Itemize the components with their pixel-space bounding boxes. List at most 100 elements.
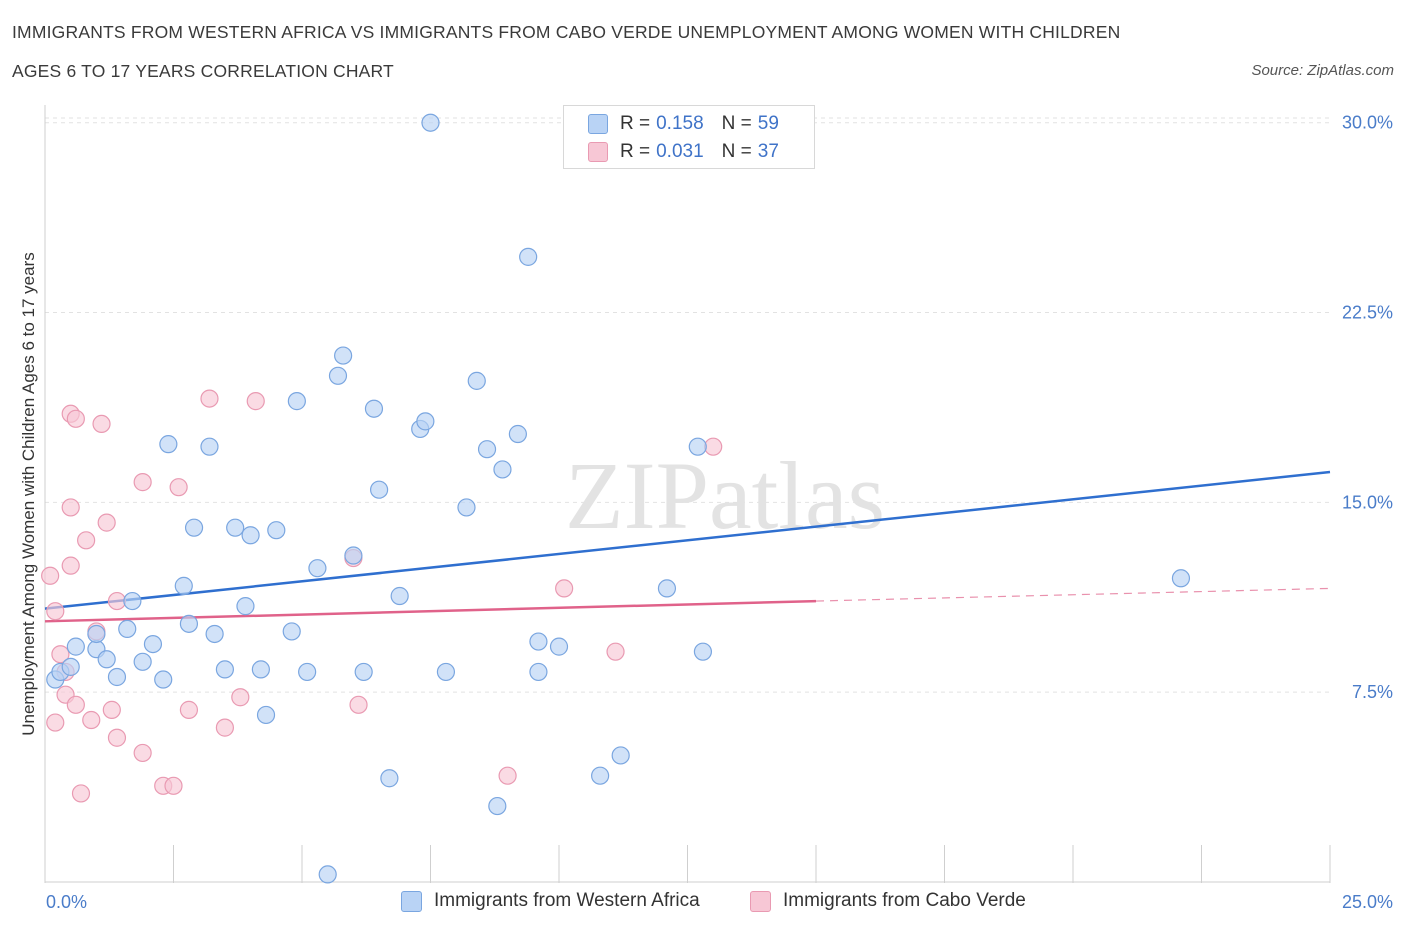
blue-swatch bbox=[401, 890, 422, 912]
points-layer bbox=[41, 113, 1191, 884]
point-cabo-verde bbox=[231, 688, 250, 707]
point-western-africa bbox=[200, 437, 219, 456]
trendline-cabo-verde bbox=[44, 599, 817, 623]
point-western-africa bbox=[226, 518, 245, 537]
point-cabo-verde bbox=[133, 473, 152, 492]
pink-swatch bbox=[588, 142, 608, 162]
y-axis-label: Unemployment Among Women with Children A… bbox=[19, 252, 38, 736]
point-cabo-verde bbox=[66, 695, 85, 714]
point-cabo-verde bbox=[92, 414, 111, 433]
point-cabo-verde bbox=[133, 743, 152, 763]
chart-title-line-1: IMMIGRANTS FROM WESTERN AFRICA VS IMMIGR… bbox=[12, 22, 1121, 42]
point-cabo-verde bbox=[215, 718, 234, 737]
point-cabo-verde bbox=[179, 700, 199, 719]
point-cabo-verde bbox=[704, 437, 723, 456]
legend-label-cabo-verde: Immigrants from Cabo Verde bbox=[783, 890, 1026, 911]
point-western-africa bbox=[87, 624, 106, 644]
pink-swatch bbox=[750, 890, 771, 912]
point-cabo-verde bbox=[164, 776, 183, 795]
point-western-africa bbox=[143, 634, 163, 654]
point-western-africa bbox=[267, 521, 286, 540]
point-western-africa bbox=[61, 657, 80, 676]
point-western-africa bbox=[477, 440, 497, 459]
trend-layer bbox=[44, 470, 1331, 623]
point-cabo-verde bbox=[51, 645, 70, 664]
trendline-extension-cabo-verde bbox=[815, 587, 1331, 602]
point-western-africa bbox=[334, 346, 353, 365]
r-value: 0.158 bbox=[656, 113, 704, 134]
point-cabo-verde bbox=[107, 728, 127, 747]
legend-item-cabo-verde: Immigrants from Cabo Verde bbox=[750, 890, 1026, 912]
point-western-africa bbox=[457, 498, 476, 517]
point-cabo-verde bbox=[46, 713, 65, 732]
n-label: N = bbox=[721, 141, 752, 162]
point-western-africa bbox=[436, 662, 456, 682]
point-cabo-verde bbox=[107, 591, 127, 611]
point-western-africa bbox=[529, 632, 548, 651]
y-tick-label: 15.0% bbox=[1342, 492, 1393, 512]
chart-title-line-2: AGES 6 TO 17 YEARS CORRELATION CHART bbox=[12, 61, 394, 81]
point-western-africa bbox=[236, 597, 255, 616]
point-western-africa bbox=[344, 546, 363, 565]
point-cabo-verde bbox=[97, 513, 116, 532]
point-western-africa bbox=[154, 670, 173, 689]
point-western-africa bbox=[123, 591, 142, 611]
point-western-africa bbox=[256, 705, 276, 725]
legend-row-cabo-verde: R = 0.031 N = 37 bbox=[588, 139, 779, 165]
n-label: N = bbox=[721, 113, 752, 134]
point-western-africa bbox=[508, 424, 527, 444]
point-western-africa bbox=[390, 586, 409, 606]
point-western-africa bbox=[493, 460, 512, 479]
point-western-africa bbox=[421, 113, 440, 132]
point-western-africa bbox=[1171, 569, 1191, 588]
point-cabo-verde bbox=[498, 766, 517, 785]
point-western-africa bbox=[184, 518, 204, 537]
watermark: ZIPatlas bbox=[565, 442, 885, 549]
point-cabo-verde bbox=[246, 392, 265, 411]
legend-item-western-africa: Immigrants from Western Africa bbox=[401, 890, 700, 912]
point-western-africa bbox=[467, 371, 486, 390]
point-western-africa bbox=[159, 435, 178, 454]
point-cabo-verde bbox=[41, 566, 60, 585]
point-cabo-verde bbox=[82, 710, 101, 730]
source-credit: Source: ZipAtlas.com bbox=[1251, 62, 1394, 79]
point-western-africa bbox=[519, 247, 538, 266]
point-cabo-verde bbox=[61, 556, 80, 575]
point-cabo-verde bbox=[349, 695, 368, 714]
point-cabo-verde bbox=[46, 602, 65, 621]
point-western-africa bbox=[107, 667, 127, 687]
x-tick-label-min: 0.0% bbox=[46, 892, 87, 912]
point-western-africa bbox=[215, 660, 234, 679]
r-value: 0.031 bbox=[656, 141, 704, 162]
point-cabo-verde bbox=[169, 478, 188, 497]
point-cabo-verde bbox=[77, 531, 96, 550]
point-western-africa bbox=[657, 579, 677, 598]
r-label: R = bbox=[620, 113, 651, 134]
n-value: 37 bbox=[757, 141, 779, 162]
point-cabo-verde bbox=[66, 409, 85, 428]
point-western-africa bbox=[328, 366, 348, 385]
point-cabo-verde bbox=[71, 784, 91, 803]
point-western-africa bbox=[688, 437, 707, 456]
point-western-africa bbox=[380, 769, 399, 788]
point-cabo-verde bbox=[606, 642, 625, 661]
correlation-legend: R = 0.158 N = 59 R = 0.031 N = 37 bbox=[563, 105, 815, 169]
point-western-africa bbox=[611, 746, 630, 765]
point-western-africa bbox=[174, 576, 193, 595]
point-western-africa bbox=[488, 796, 507, 816]
point-western-africa bbox=[251, 660, 270, 679]
point-cabo-verde bbox=[200, 389, 219, 408]
point-cabo-verde bbox=[555, 579, 574, 598]
point-cabo-verde bbox=[102, 700, 121, 719]
legend-row-western-africa: R = 0.158 N = 59 bbox=[588, 111, 779, 137]
point-western-africa bbox=[241, 526, 260, 545]
trendline-western-africa bbox=[44, 470, 1331, 610]
point-western-africa bbox=[287, 392, 306, 411]
point-western-africa bbox=[529, 662, 548, 682]
x-tick-label-max: 25.0% bbox=[1342, 892, 1393, 912]
point-western-africa bbox=[308, 559, 327, 578]
point-western-africa bbox=[416, 412, 435, 431]
point-western-africa bbox=[118, 619, 137, 639]
point-western-africa bbox=[66, 637, 85, 656]
point-western-africa bbox=[133, 652, 152, 671]
